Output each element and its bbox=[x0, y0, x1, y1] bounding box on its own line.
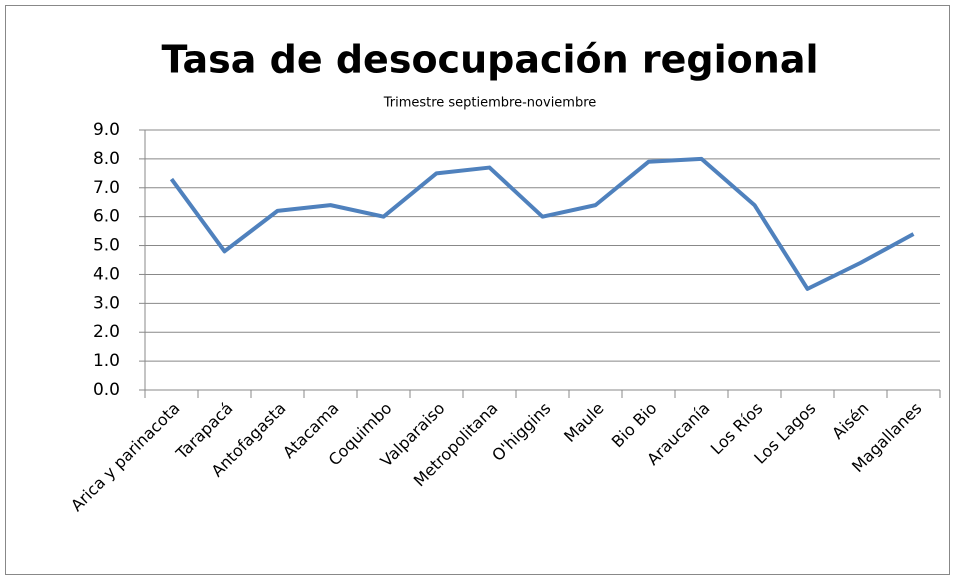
y-tick-label: 4.0 bbox=[93, 264, 120, 284]
y-tick-label: 7.0 bbox=[93, 178, 120, 198]
y-tick-label: 0.0 bbox=[93, 380, 120, 400]
y-tick-label: 5.0 bbox=[93, 236, 120, 256]
y-tick-label: 6.0 bbox=[93, 207, 120, 227]
data-line bbox=[169, 156, 915, 291]
chart-border bbox=[5, 5, 950, 575]
y-tick-label: 3.0 bbox=[93, 293, 120, 313]
y-tick-label: 2.0 bbox=[93, 322, 120, 342]
y-tick-label: 9.0 bbox=[93, 120, 120, 140]
chart-title: Tasa de desocupación regional bbox=[162, 38, 819, 82]
y-tick-label: 1.0 bbox=[93, 351, 120, 371]
y-tick-label: 8.0 bbox=[93, 149, 120, 169]
chart-subtitle: Trimestre septiembre-noviembre bbox=[383, 96, 597, 111]
